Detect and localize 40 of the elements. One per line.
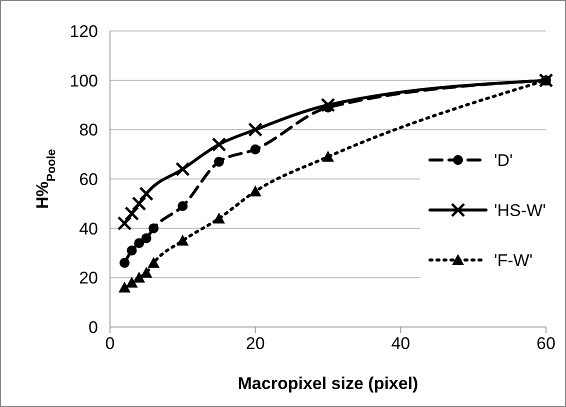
point <box>323 102 333 112</box>
point <box>212 137 226 152</box>
y-tick-label: 0 <box>88 318 98 337</box>
point <box>120 258 130 268</box>
point <box>148 256 160 268</box>
x-tick-label: 40 <box>391 334 410 353</box>
point <box>148 223 159 234</box>
point <box>175 162 190 176</box>
point <box>117 216 132 231</box>
legend-label: 'D' <box>494 151 513 170</box>
point <box>124 206 140 221</box>
y-tick-label: 80 <box>79 120 98 140</box>
point <box>118 282 131 293</box>
y-tick-label: 20 <box>79 268 98 288</box>
y-tick-label: 120 <box>70 22 98 41</box>
point <box>178 201 188 212</box>
y-tick-label: 100 <box>70 71 98 90</box>
x-axis-title: Macropixel size (pixel) <box>238 374 418 393</box>
point <box>141 233 152 244</box>
legend-label: 'HS-W' <box>494 201 546 220</box>
point <box>213 212 225 224</box>
point <box>126 276 138 288</box>
point <box>249 185 262 196</box>
point <box>248 122 263 137</box>
point <box>126 246 137 256</box>
point <box>133 272 146 283</box>
legend-label: 'F-W' <box>494 251 533 270</box>
x-tick-label: 60 <box>536 334 556 353</box>
y-tick-label: 60 <box>79 170 98 189</box>
point <box>132 196 146 211</box>
point <box>320 98 336 112</box>
point <box>322 150 334 162</box>
point <box>176 234 189 246</box>
point <box>250 144 260 154</box>
x-tick-label: 0 <box>105 334 115 353</box>
point <box>139 186 154 202</box>
x-tick-label: 20 <box>246 334 265 353</box>
point <box>134 238 144 248</box>
y-tick-label: 40 <box>79 219 98 238</box>
point <box>214 156 224 167</box>
